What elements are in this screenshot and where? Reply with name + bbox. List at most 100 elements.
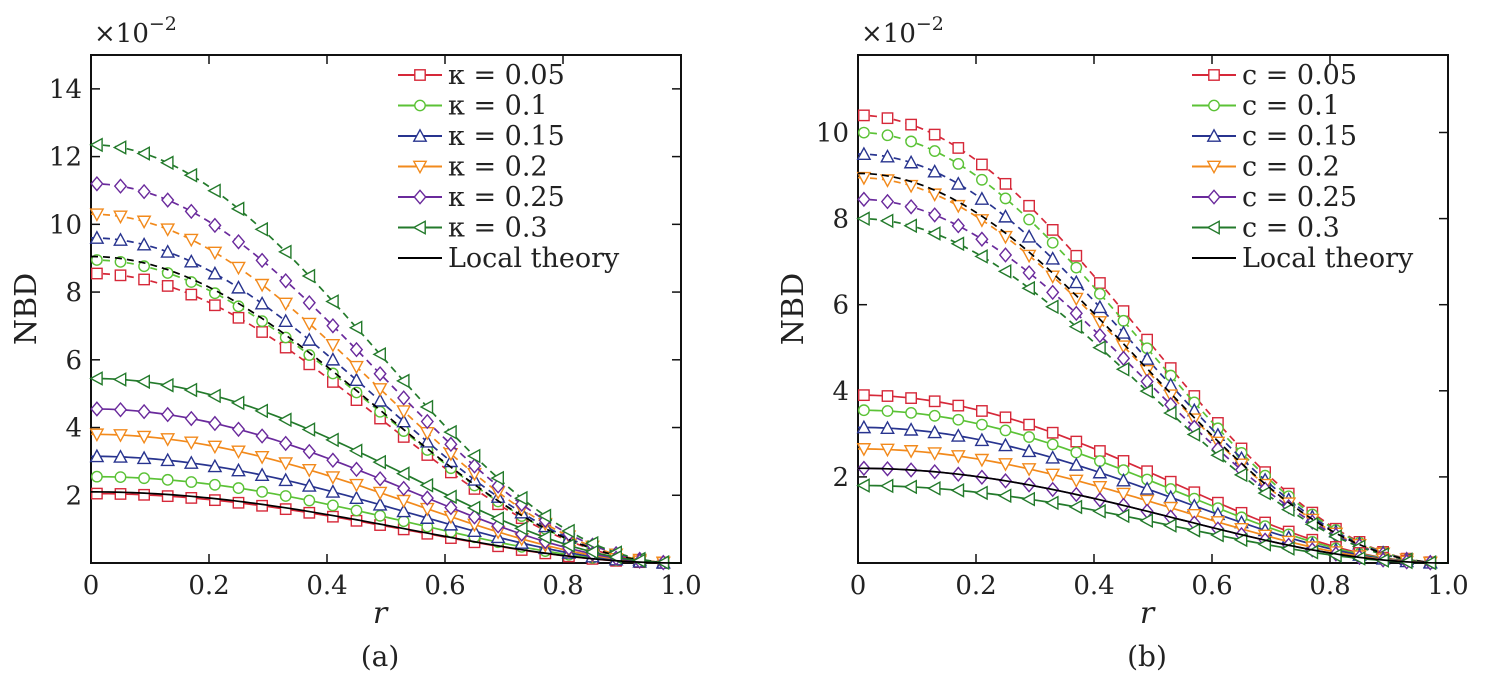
data-point (903, 179, 919, 194)
y-multiplier-exp: −2 (149, 13, 177, 35)
data-point (1139, 513, 1154, 529)
data-point (113, 232, 128, 246)
data-point (89, 448, 105, 463)
data-point (1045, 495, 1059, 511)
data-point (396, 466, 410, 482)
data-point (183, 436, 199, 451)
data-point (1093, 277, 1106, 289)
series-curve (89, 137, 682, 570)
data-point (396, 413, 412, 428)
data-point (1021, 491, 1036, 507)
y-tick-label: 4 (832, 377, 849, 407)
legend-entry: Local theory (398, 243, 620, 274)
data-point (91, 470, 103, 483)
legend-entry: c = 0.05 (1192, 60, 1357, 91)
data-point (950, 236, 965, 252)
legend-entry: κ = 0.3 (398, 213, 548, 244)
series-line (90, 237, 682, 564)
data-point (881, 405, 894, 417)
y-tick-label: 8 (65, 278, 82, 308)
data-point (301, 332, 317, 346)
x-tick-label: 1.0 (660, 571, 701, 601)
data-point (858, 126, 870, 139)
data-point (113, 429, 128, 443)
data-point (950, 176, 966, 190)
legend-label: κ = 0.05 (448, 60, 565, 91)
data-point (976, 173, 988, 186)
legend-entry: c = 0.2 (1192, 152, 1340, 183)
legend-label: c = 0.2 (1242, 152, 1340, 183)
data-point (349, 490, 364, 505)
y-tick-label: 2 (65, 481, 82, 511)
data-point (1046, 426, 1059, 439)
x-tick-label: 1.0 (1427, 571, 1468, 601)
y-multiplier: ×10−2 (94, 13, 177, 49)
data-point (230, 395, 245, 411)
x-axis-label: r (373, 596, 389, 631)
data-point (420, 490, 434, 506)
data-point (1139, 383, 1154, 399)
data-point (856, 443, 872, 457)
data-point (998, 230, 1013, 245)
data-point (1210, 527, 1224, 543)
data-point (444, 499, 458, 516)
data-point (372, 497, 388, 511)
data-point (1023, 431, 1035, 443)
data-point (1116, 472, 1131, 487)
data-point (208, 287, 221, 300)
data-point (1068, 474, 1084, 489)
data-point (419, 510, 435, 524)
data-point (1281, 502, 1295, 518)
data-point (183, 382, 198, 398)
data-point (349, 478, 364, 493)
data-point (1046, 438, 1059, 451)
data-point (928, 395, 941, 408)
data-point (136, 146, 151, 161)
data-point (114, 269, 127, 282)
data-point (1094, 455, 1106, 467)
data-point (208, 478, 221, 491)
legend-entry: c = 0.3 (1192, 213, 1340, 244)
data-point (903, 154, 919, 169)
series-curve (90, 267, 682, 569)
data-point (185, 476, 198, 488)
data-point (975, 231, 989, 247)
data-point (278, 313, 294, 328)
data-point (161, 280, 174, 292)
data-point (279, 273, 293, 289)
data-point (232, 311, 245, 324)
data-point (325, 352, 341, 366)
x-tick-label: 0.4 (1073, 571, 1114, 601)
data-point (881, 112, 894, 125)
y-multiplier: ×10−2 (861, 13, 944, 49)
data-point (466, 500, 481, 516)
data-point (160, 155, 174, 171)
data-point (184, 203, 198, 220)
data-point (89, 208, 105, 222)
legend-entry: κ = 0.25 (398, 182, 565, 213)
plot-frame (90, 54, 682, 564)
legend-entry: κ = 0.2 (398, 152, 548, 183)
data-point (904, 199, 918, 215)
data-point (952, 399, 965, 412)
data-point (301, 464, 317, 478)
data-point (278, 412, 292, 428)
y-tick-label: 10 (816, 118, 849, 148)
data-point (974, 191, 990, 205)
data-point (231, 261, 246, 276)
legend-entry: κ = 0.1 (398, 91, 548, 122)
data-point (1021, 280, 1036, 296)
data-point (114, 255, 127, 268)
data-point (998, 437, 1013, 452)
data-point (420, 413, 434, 430)
data-point (112, 140, 127, 155)
y-tick-label: 14 (49, 75, 82, 105)
data-point (1045, 450, 1061, 464)
data-point (138, 260, 151, 273)
data-point (231, 462, 246, 477)
data-point (1046, 224, 1059, 236)
data-point (905, 135, 917, 148)
data-point (372, 383, 388, 397)
data-point (325, 432, 339, 448)
data-point (302, 294, 316, 311)
